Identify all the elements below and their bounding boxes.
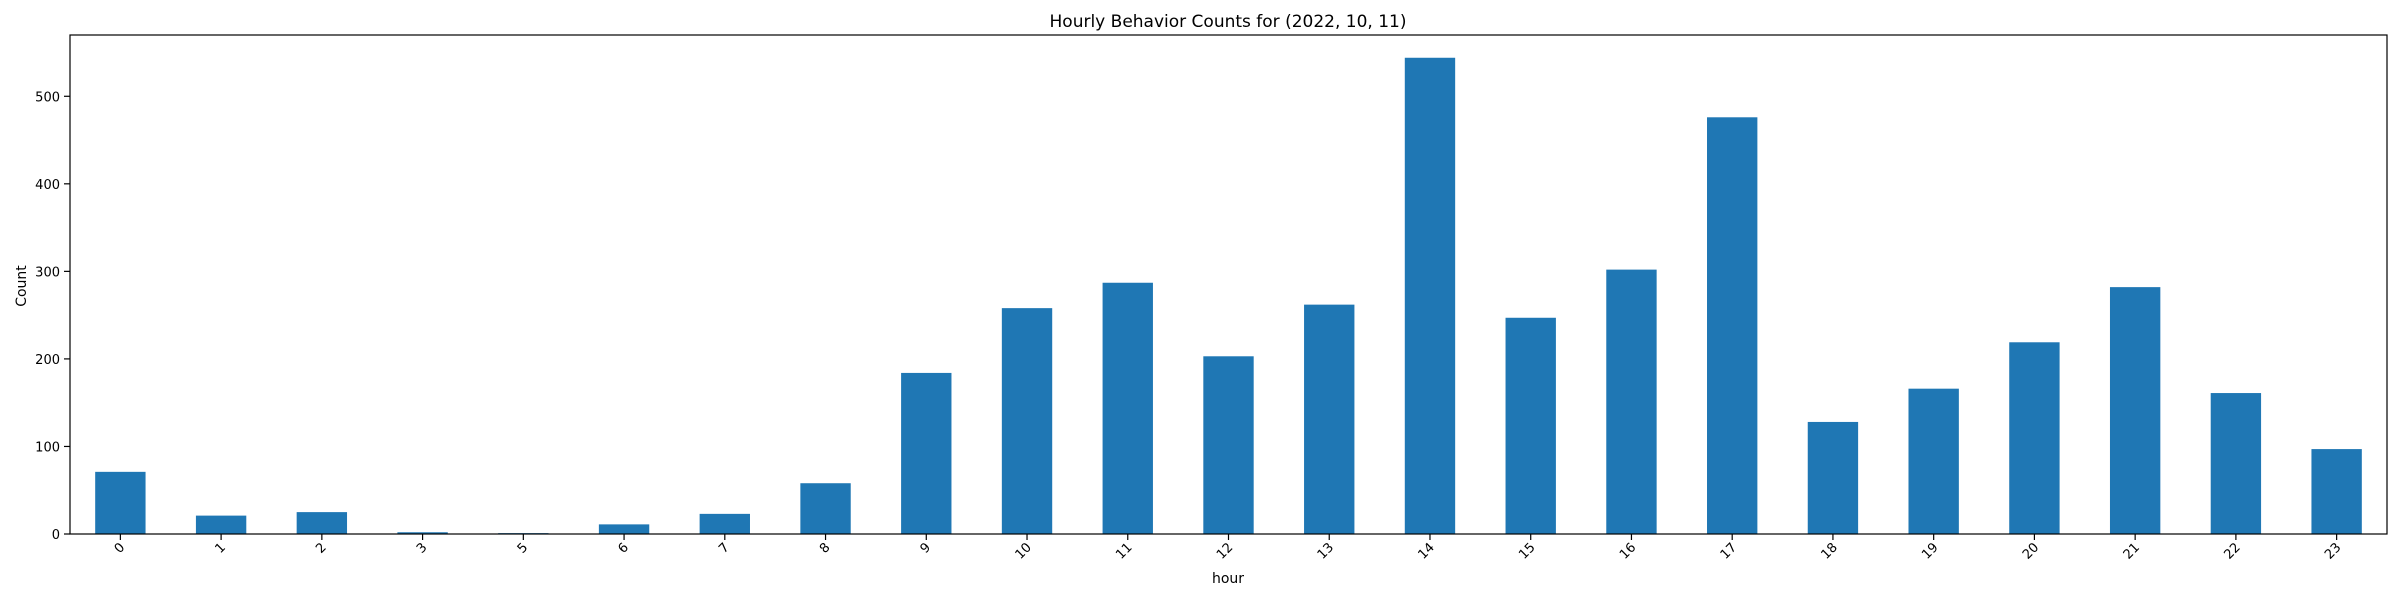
x-tick-label-20: 20 bbox=[2020, 540, 2042, 562]
bar-hour-9 bbox=[901, 372, 952, 534]
bar-hour-13 bbox=[1304, 304, 1355, 534]
bar-hour-1 bbox=[195, 515, 247, 534]
bar-hour-18 bbox=[1807, 421, 1859, 534]
bar-hour-8 bbox=[800, 483, 851, 534]
x-tick-label-17: 17 bbox=[1718, 540, 1740, 562]
bar-hour-12 bbox=[1203, 356, 1254, 534]
bar-hour-22 bbox=[2210, 393, 2262, 534]
x-tick-label-13: 13 bbox=[1315, 540, 1337, 562]
x-tick-label-1: 1 bbox=[212, 540, 228, 556]
x-tick-label-8: 8 bbox=[817, 540, 833, 556]
bar-hour-10 bbox=[1001, 308, 1053, 534]
y-tick-label-100: 100 bbox=[35, 440, 60, 455]
x-axis-label: hour bbox=[1212, 571, 1244, 587]
x-tick-label-22: 22 bbox=[2221, 540, 2243, 562]
x-tick-label-15: 15 bbox=[1516, 540, 1538, 562]
y-tick-label-0: 0 bbox=[52, 528, 60, 543]
x-tick-label-2: 2 bbox=[313, 540, 329, 556]
bar-hour-0 bbox=[95, 471, 146, 534]
x-tick-label-11: 11 bbox=[1113, 540, 1135, 562]
bar-hour-11 bbox=[1102, 282, 1153, 534]
x-tick-label-3: 3 bbox=[414, 540, 430, 556]
plot-frame bbox=[69, 34, 2388, 535]
x-tick-label-7: 7 bbox=[716, 540, 732, 556]
x-tick-label-9: 9 bbox=[918, 540, 934, 556]
bar-hour-15 bbox=[1505, 317, 1556, 534]
bar-hour-7 bbox=[699, 513, 750, 534]
x-tick-label-19: 19 bbox=[1919, 540, 1941, 562]
bar-hour-19 bbox=[1908, 388, 1959, 534]
y-tick-label-200: 200 bbox=[35, 353, 60, 368]
bar-hour-2 bbox=[296, 512, 348, 534]
x-tick-label-14: 14 bbox=[1415, 540, 1437, 562]
x-tick-label-6: 6 bbox=[615, 540, 631, 556]
x-axis: 0 1 2 3 5 6 7 8 9 10 11 12 13 14 15 16 17 18 19 20 21 22 23 bbox=[112, 534, 2344, 563]
y-tick-label-400: 400 bbox=[35, 178, 60, 193]
bar-hour-23 bbox=[2311, 449, 2362, 534]
bar-hour-6 bbox=[598, 524, 650, 534]
y-tick-label-500: 500 bbox=[35, 90, 60, 105]
bar-hour-17 bbox=[1707, 117, 1758, 534]
x-tick-label-16: 16 bbox=[1617, 540, 1639, 562]
y-axis-label: Count bbox=[14, 265, 30, 307]
bars-group bbox=[95, 57, 2362, 534]
bar-hour-20 bbox=[2009, 342, 2060, 534]
x-tick-label-5: 5 bbox=[515, 540, 531, 556]
x-tick-label-18: 18 bbox=[1818, 540, 1840, 562]
bar-hour-14 bbox=[1404, 57, 1456, 534]
x-tick-label-12: 12 bbox=[1214, 540, 1236, 562]
bar-hour-3 bbox=[397, 532, 448, 534]
bar-hour-16 bbox=[1606, 269, 1657, 534]
x-tick-label-10: 10 bbox=[1013, 540, 1035, 562]
x-tick-label-21: 21 bbox=[2121, 540, 2143, 562]
chart-title: Hourly Behavior Counts for (2022, 10, 11… bbox=[1050, 12, 1407, 32]
y-tick-label-300: 300 bbox=[35, 265, 60, 280]
x-tick-label-23: 23 bbox=[2322, 540, 2344, 562]
bar-hour-21 bbox=[2109, 287, 2161, 534]
y-axis: 0 100 200 300 400 500 bbox=[35, 90, 70, 543]
x-tick-label-0: 0 bbox=[112, 540, 128, 556]
